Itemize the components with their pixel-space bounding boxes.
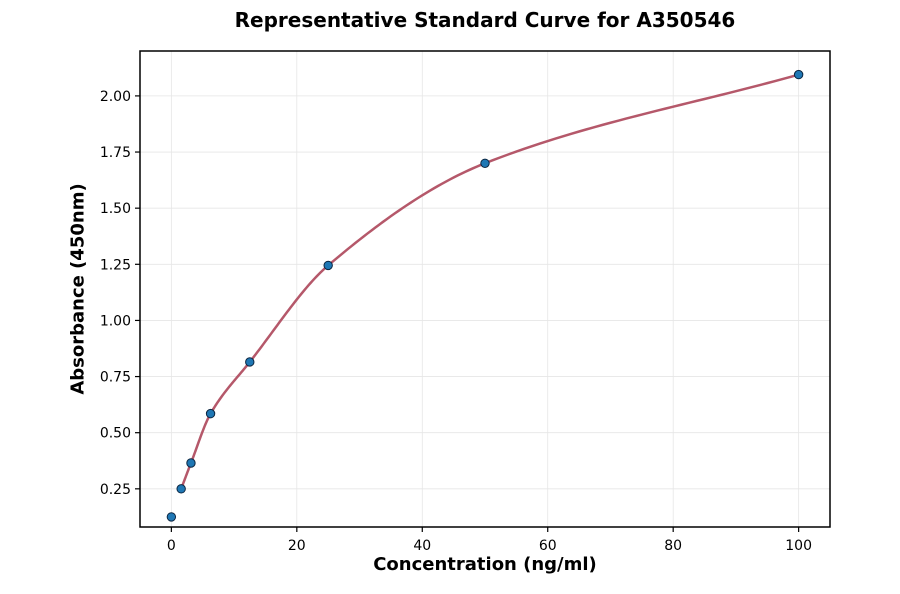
y-tick-label: 0.25: [100, 482, 131, 498]
plot-frame: [139, 50, 831, 528]
data-point: [186, 458, 196, 468]
fit-curve-group: [179, 73, 799, 490]
axes: 0 20 40 60 80 100 0.25 0.50 0.75 1.00 1.25 1.50 1.75…: [100, 50, 831, 554]
data-point: [176, 484, 186, 494]
x-tick-label: 0: [167, 538, 176, 554]
y-tick-label: 0.50: [100, 426, 131, 442]
data-point: [480, 158, 490, 168]
y-tick-label: 0.75: [100, 370, 131, 386]
grid: [140, 51, 830, 527]
data-point: [166, 512, 177, 522]
y-tick-label: 1.00: [100, 313, 131, 329]
data-points: [166, 69, 804, 522]
x-tick-label: 60: [539, 538, 557, 554]
x-axis-label: Concentration (ng/ml): [373, 554, 597, 575]
y-tick-label: 2.00: [100, 89, 131, 105]
y-tick-label: 1.75: [100, 145, 131, 161]
data-point: [323, 260, 333, 271]
data-point: [793, 69, 804, 80]
x-tick-label: 40: [413, 538, 431, 554]
y-tick-label: 1.50: [100, 201, 131, 217]
x-tick-label: 80: [664, 538, 682, 554]
data-point: [245, 357, 255, 367]
chart-title: Representative Standard Curve for A35054…: [234, 8, 736, 32]
x-tick-label: 100: [785, 538, 812, 554]
fit-curve: [179, 73, 799, 490]
x-tick-label: 20: [288, 538, 306, 554]
data-point: [205, 408, 216, 419]
y-tick-label: 1.25: [100, 257, 131, 273]
